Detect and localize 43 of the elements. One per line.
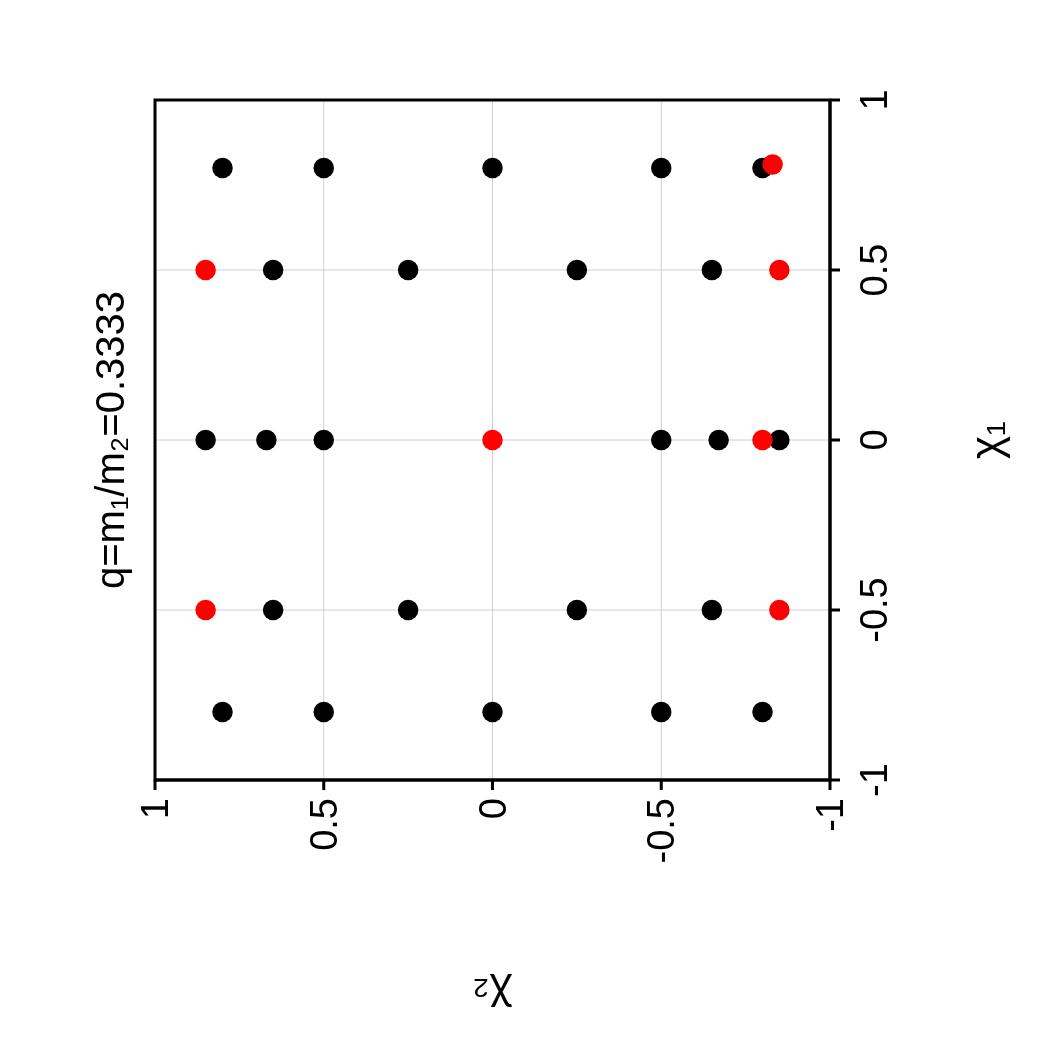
- point: [566, 599, 588, 621]
- x-tick-label: 0.5: [302, 798, 345, 851]
- y-tick-label: 0.5: [853, 243, 895, 297]
- x-tick-label: -0.5: [640, 798, 683, 864]
- point: [708, 429, 729, 451]
- point: [262, 599, 284, 621]
- point: [212, 701, 233, 723]
- text: q=m₁/m₂=0.3333: [88, 290, 132, 590]
- point: [313, 701, 334, 723]
- x-tick-label: 0: [471, 798, 514, 820]
- x-axis-title: χ₂: [472, 973, 513, 1023]
- point: [397, 259, 419, 281]
- y-tick-label: -1: [853, 763, 895, 797]
- y-tick-label: 1: [853, 89, 895, 111]
- point: [262, 259, 284, 281]
- point: [651, 429, 672, 451]
- point: [195, 599, 216, 621]
- point: [769, 259, 790, 281]
- point: [256, 429, 277, 451]
- x-tick-label: 1: [134, 798, 176, 820]
- point: [397, 599, 419, 621]
- point: [769, 429, 790, 451]
- point: [195, 429, 216, 451]
- point: [482, 429, 503, 451]
- point: [651, 701, 672, 723]
- point: [482, 701, 503, 723]
- point: [566, 259, 588, 281]
- point: [752, 701, 773, 723]
- point: [313, 429, 334, 451]
- point: [752, 429, 773, 451]
- point: [769, 599, 790, 621]
- point: [212, 157, 233, 179]
- point: [482, 157, 503, 179]
- y-tick-label: -0.5: [853, 577, 895, 643]
- x-tick-label: -1: [809, 798, 851, 832]
- point: [651, 157, 672, 179]
- y-axis-title: χ₁: [960, 421, 1010, 459]
- point: [701, 599, 723, 621]
- point: [762, 154, 783, 175]
- point: [313, 157, 334, 179]
- point: [195, 259, 216, 281]
- point: [701, 259, 723, 281]
- y-tick-label: 0: [853, 429, 895, 451]
